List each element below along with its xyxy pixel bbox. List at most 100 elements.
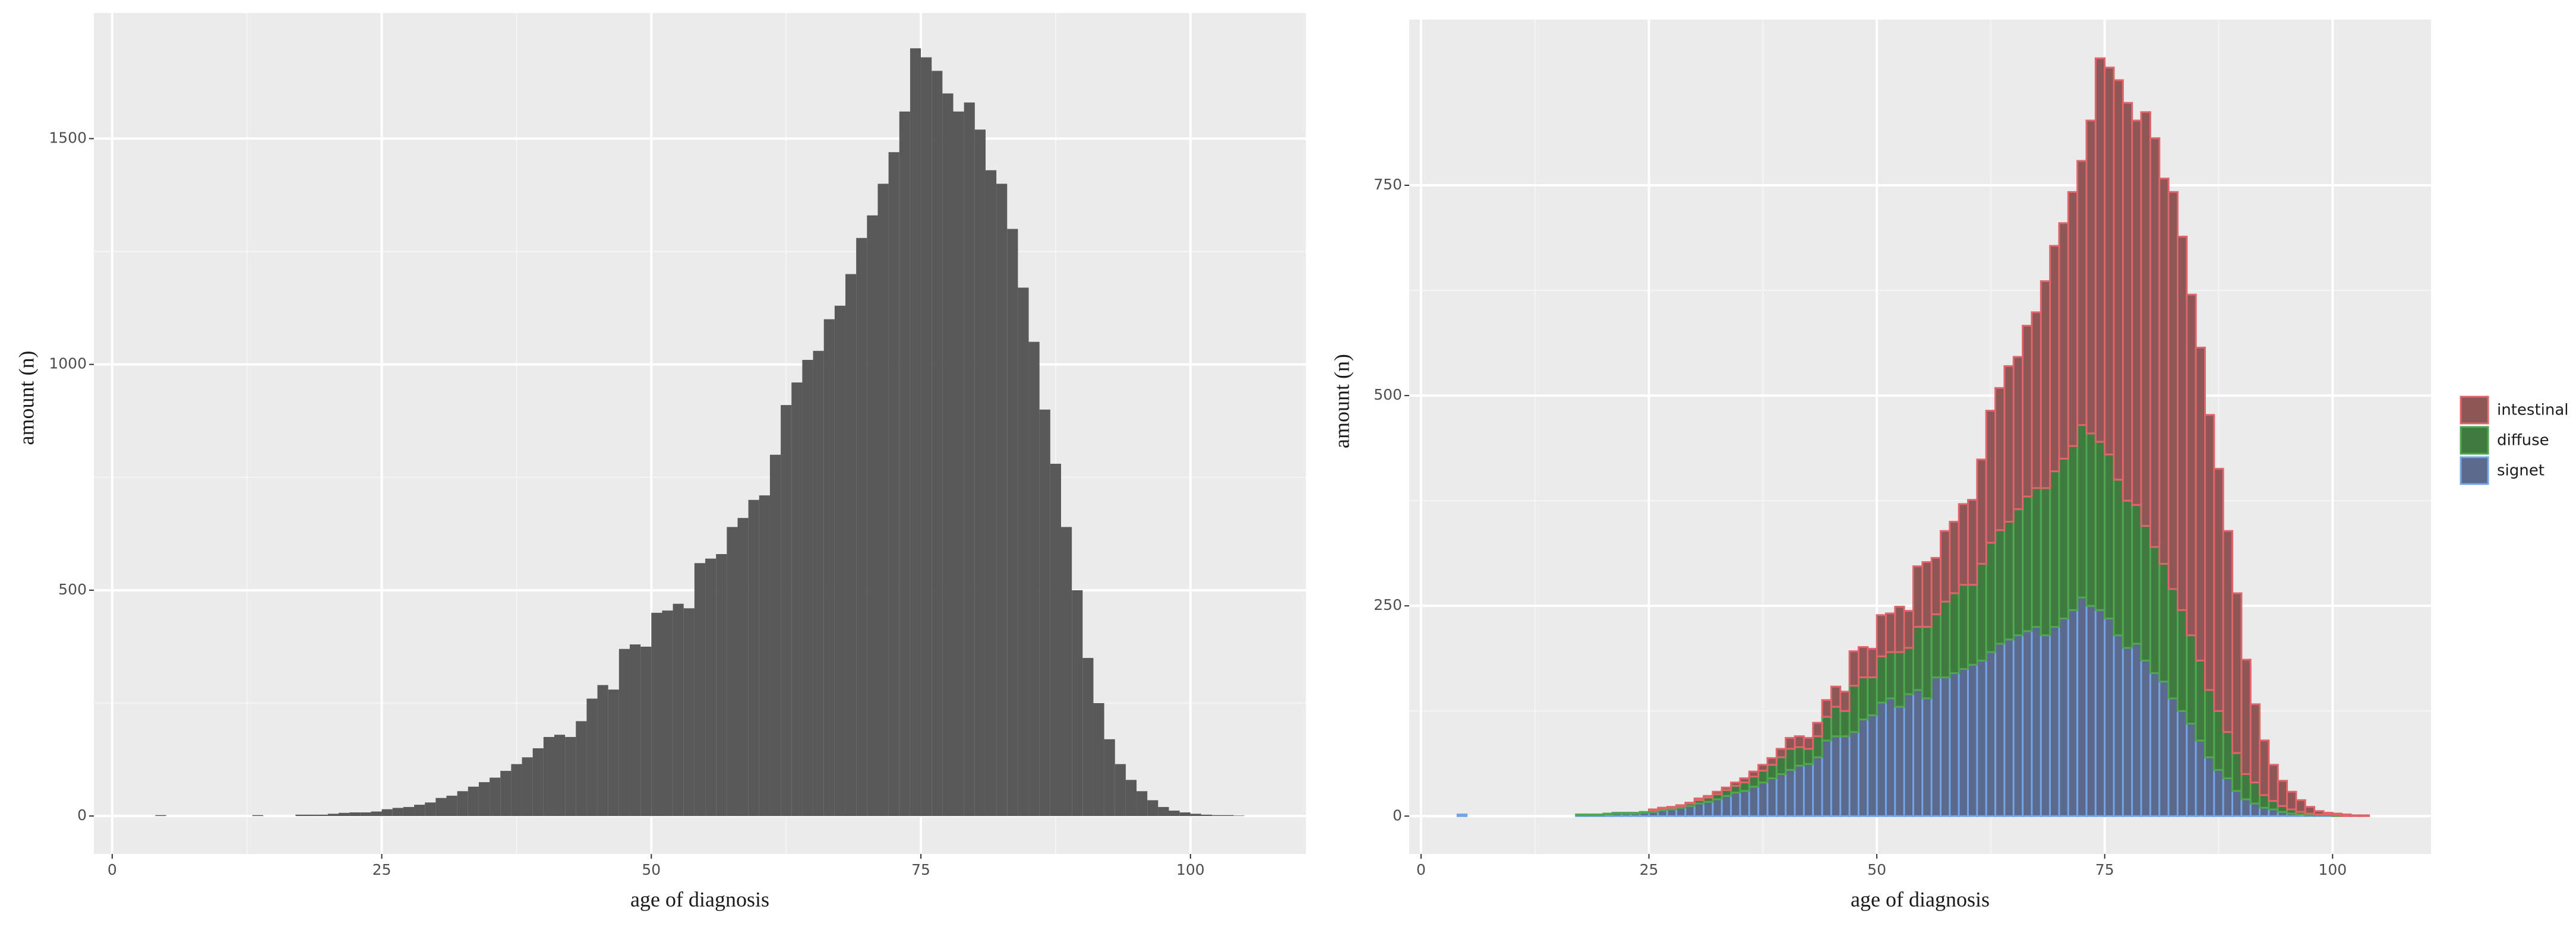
bar (1912, 626, 1924, 691)
bar (306, 814, 317, 817)
bar (683, 608, 694, 817)
x-tick-label: 100 (2318, 861, 2347, 878)
bar (2076, 596, 2088, 817)
bar (2049, 626, 2060, 817)
legend-label: signet (2497, 462, 2545, 480)
bar (802, 360, 813, 817)
bar (1730, 782, 1741, 787)
bar (1967, 584, 1978, 666)
bar (1028, 341, 1040, 817)
bar (2140, 525, 2151, 662)
bar (2268, 800, 2279, 811)
bar (1072, 590, 1083, 817)
bar (1703, 801, 1714, 817)
bar (1039, 409, 1050, 817)
bar (2049, 245, 2060, 473)
bar (2167, 191, 2179, 590)
bar (1894, 705, 1905, 817)
bar (1693, 802, 1705, 817)
bar (1575, 813, 1586, 817)
bar (1876, 655, 1887, 704)
bar (640, 646, 652, 817)
bar (2176, 609, 2188, 712)
bar (2350, 814, 2361, 817)
bar (705, 558, 716, 817)
bar (1584, 813, 1595, 817)
bar (1712, 790, 1723, 795)
bar (1857, 646, 1869, 679)
bar (716, 554, 727, 817)
bar (2176, 710, 2188, 817)
bar (338, 812, 350, 817)
y-axis-title: amount (n) (1330, 354, 1353, 448)
bar (1857, 718, 1869, 817)
bar (2249, 782, 2261, 805)
bar (2113, 79, 2124, 481)
bar (1621, 812, 1632, 815)
bar (1766, 757, 1778, 766)
bar (2222, 777, 2234, 817)
y-tick-label: 250 (1374, 596, 1402, 613)
bar (1093, 703, 1104, 817)
bar (446, 795, 457, 817)
bar (608, 689, 619, 817)
bar (974, 129, 986, 817)
bar (2003, 365, 2015, 523)
bar (1985, 542, 1997, 653)
bar (403, 806, 415, 817)
bar (953, 111, 964, 817)
bar (1894, 606, 1905, 653)
bar (2341, 813, 2352, 817)
bar (1867, 676, 1878, 716)
bar (1802, 763, 1814, 817)
bar (1821, 739, 1832, 817)
bar (532, 748, 544, 817)
bar (2031, 626, 2042, 817)
bar (618, 648, 630, 817)
legend-key (2460, 396, 2489, 425)
bar (371, 811, 382, 817)
bar (1201, 814, 1213, 817)
bar (1949, 592, 1960, 674)
bar (1994, 643, 2006, 817)
bar (597, 685, 608, 817)
bar (414, 805, 425, 817)
bar (1456, 813, 1468, 817)
bar (1821, 699, 1832, 718)
bar (1958, 503, 1969, 586)
bar (1794, 735, 1805, 748)
bar (2158, 178, 2170, 565)
bar (2204, 414, 2215, 691)
bar (1848, 685, 1860, 733)
bar (1884, 651, 1896, 700)
bar (1757, 782, 1769, 817)
y-tick-label: 500 (1374, 386, 1402, 403)
bar (2204, 689, 2215, 758)
bar (727, 527, 738, 817)
bar (1949, 672, 1960, 817)
bar (2113, 479, 2124, 637)
x-tick-label: 100 (1176, 861, 1205, 878)
bar (2113, 634, 2124, 817)
bar (2231, 790, 2243, 817)
bar (996, 183, 1008, 817)
bar (1867, 647, 1878, 679)
bar (1748, 786, 1760, 817)
bar (2313, 810, 2325, 815)
bar (2213, 768, 2224, 817)
bar (1675, 806, 1687, 817)
bar (2231, 592, 2243, 754)
bar (522, 757, 533, 817)
bar (1794, 746, 1805, 767)
bar (2058, 222, 2069, 460)
bar (2304, 806, 2316, 815)
bar (737, 518, 749, 817)
bar (1190, 814, 1201, 817)
bar (2213, 467, 2224, 712)
x-axis-title: age of diagnosis (630, 887, 769, 911)
bar (1748, 776, 1760, 788)
bar (2085, 432, 2097, 607)
bar (2067, 609, 2079, 817)
legend-label: intestinal (2497, 401, 2569, 419)
bar (2149, 672, 2161, 817)
